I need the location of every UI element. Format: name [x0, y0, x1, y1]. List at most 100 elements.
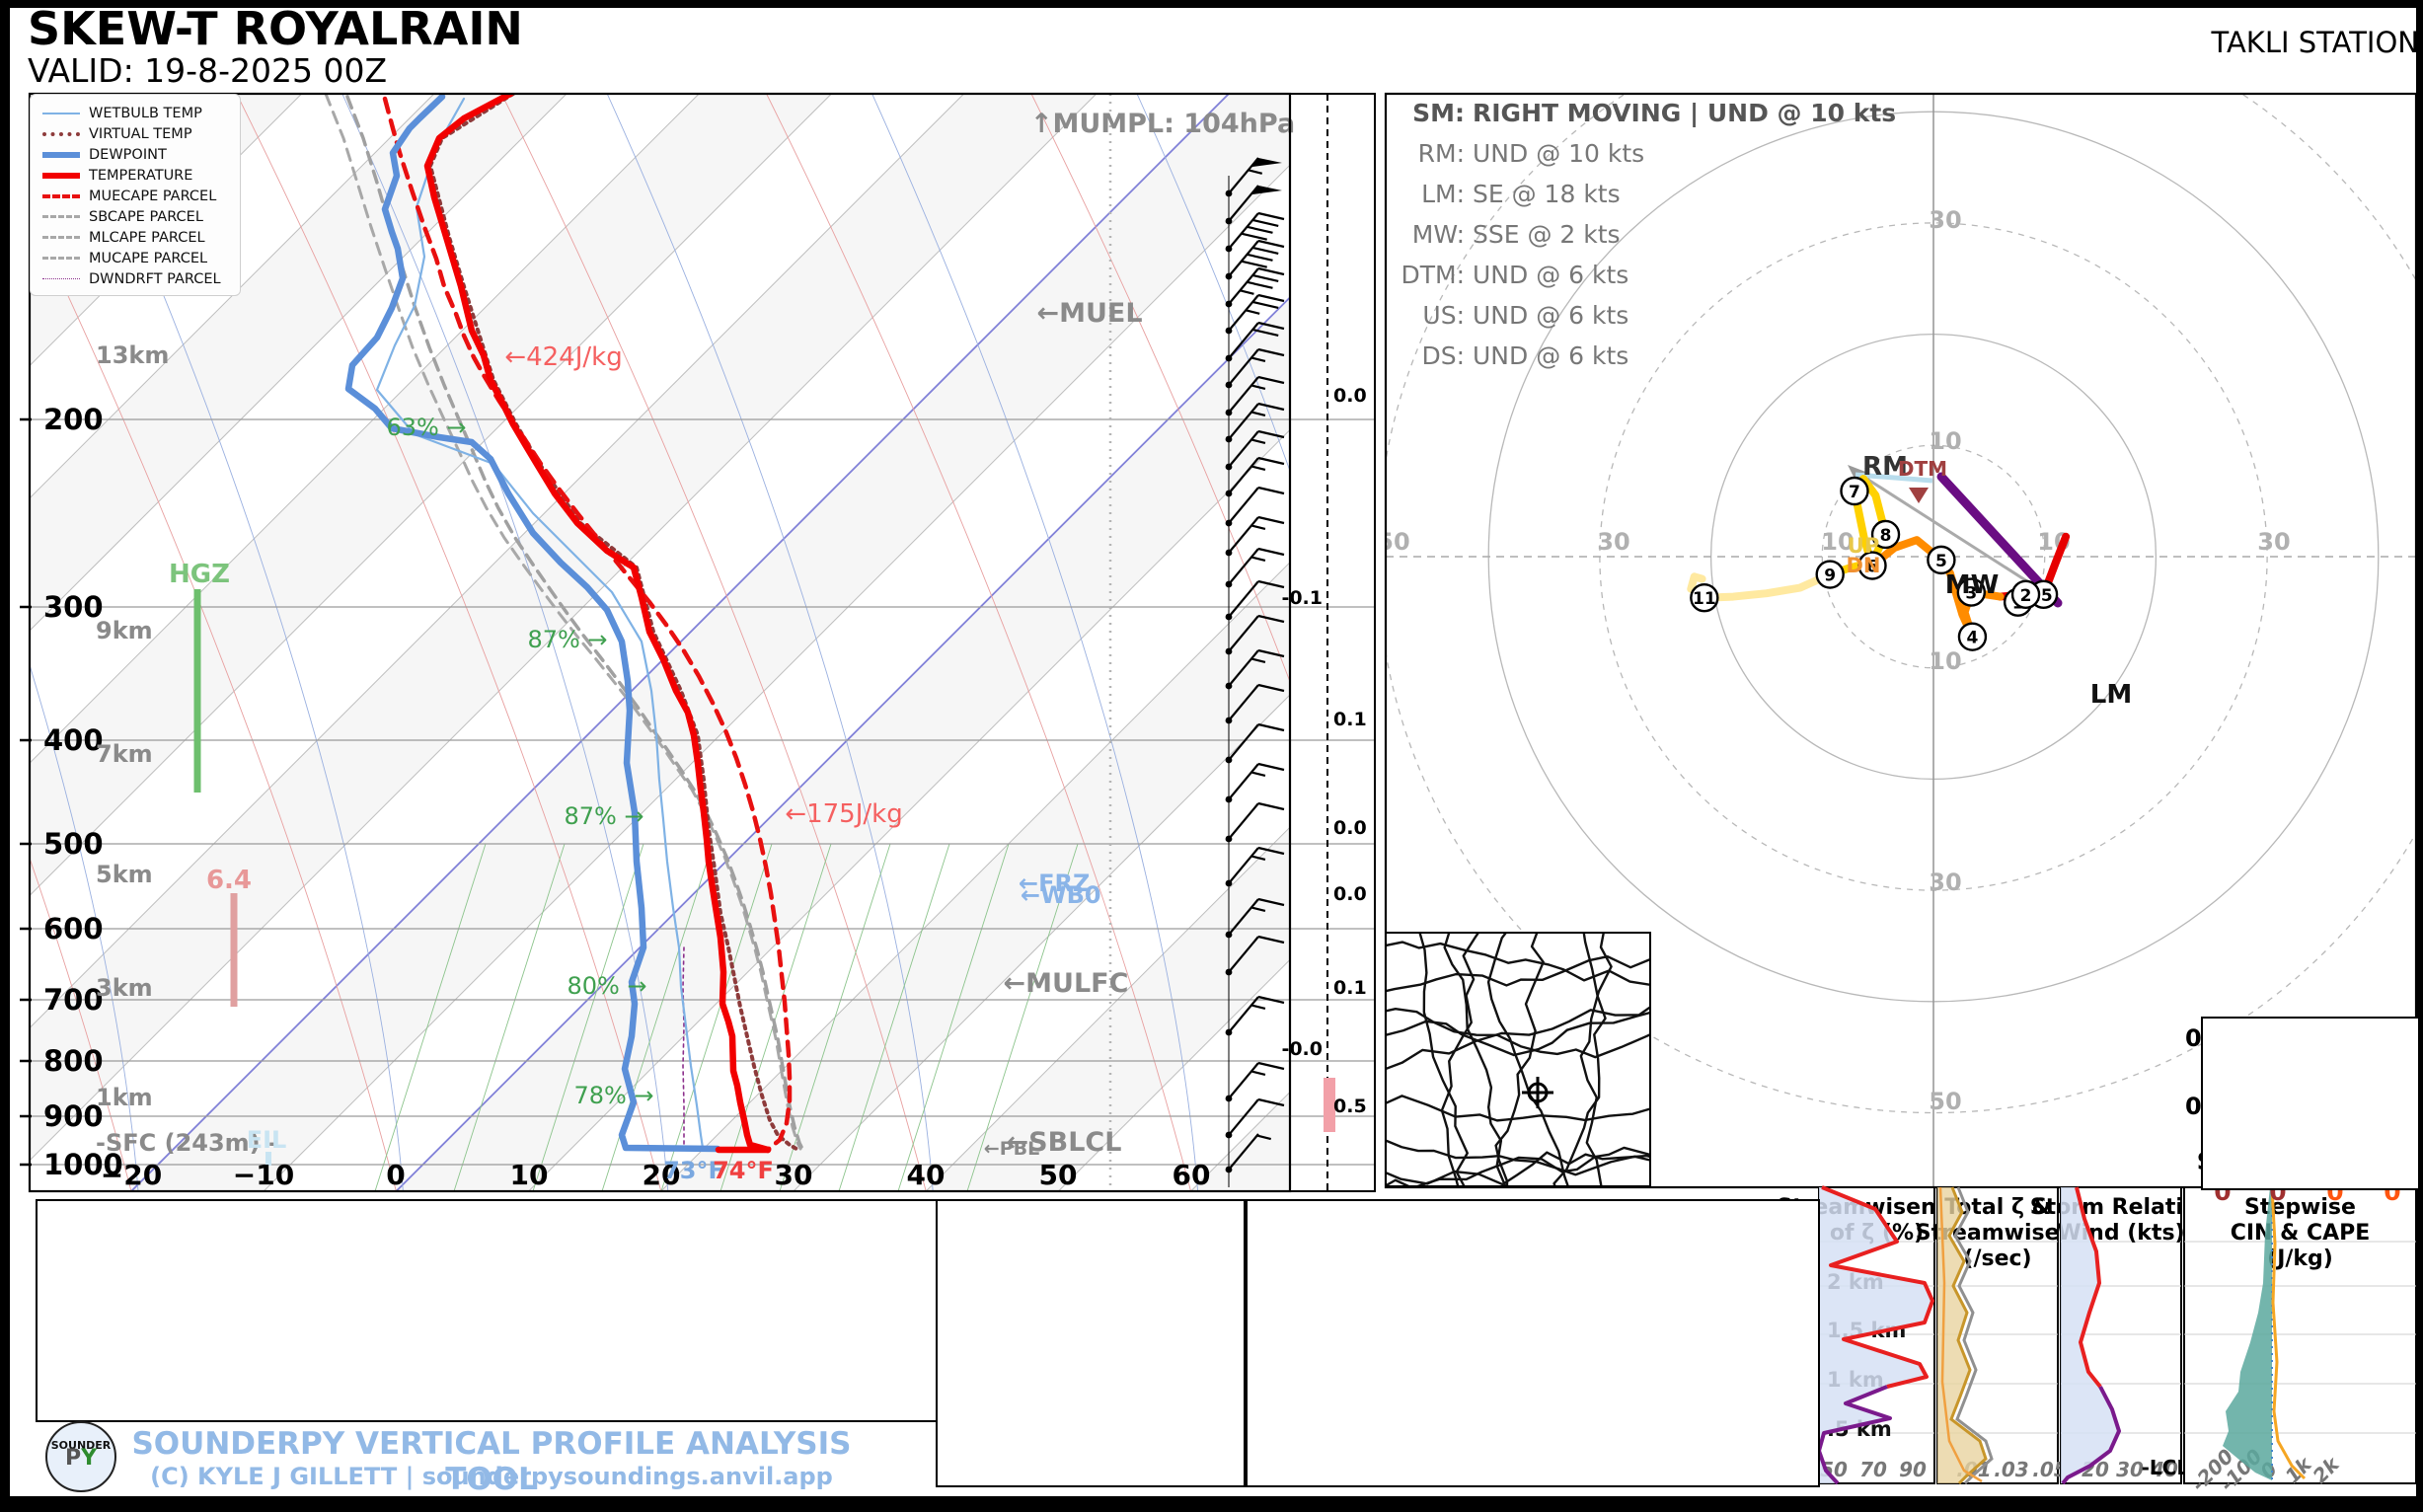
legend-line-sample	[42, 172, 80, 179]
height-marker-label: 3	[1965, 584, 1977, 604]
height-marker: 11	[1690, 582, 1719, 613]
wind-barb	[1225, 935, 1285, 976]
omega-value-label: 0.1	[1333, 709, 1367, 730]
mini-panel-tick: 30	[2116, 1458, 2144, 1481]
wind-barb-column	[1225, 157, 1285, 1187]
temp-tick-label: −10	[233, 1159, 294, 1191]
skewt-annotation: ←PBL	[984, 1138, 1039, 1160]
barb-full	[1247, 253, 1273, 262]
mini-panel-title: (J/kg)	[2267, 1247, 2333, 1271]
barb-full	[1257, 239, 1285, 249]
height-label: 1km	[96, 1084, 153, 1111]
legend-label: TEMPERATURE	[89, 167, 193, 184]
wind-barb	[1225, 321, 1285, 362]
mini-panel-title: (/sec)	[1963, 1247, 2031, 1271]
storm-motion-label: US:	[1422, 301, 1465, 330]
isotherm-line	[30, 94, 568, 632]
wind-barb	[1225, 211, 1285, 253]
skewt-annotation: HGZ	[169, 560, 230, 589]
skewt-annotation: ←MUEL	[1036, 298, 1142, 329]
hodograph-trace-segment	[1826, 475, 1890, 579]
mixing-ratio-line	[453, 843, 566, 1191]
wind-barb	[1225, 846, 1285, 887]
skewt-annotation: ←SBLCL	[1007, 1127, 1122, 1158]
barb-full	[1251, 246, 1279, 255]
isotherm-line	[793, 694, 1290, 1191]
isotherm-line	[528, 428, 1290, 1191]
barb-full	[1251, 300, 1279, 309]
temp-tick-label: 60	[1173, 1159, 1211, 1191]
hodograph-annotation: DN	[1846, 554, 1880, 577]
ring-label: 10	[1821, 528, 1854, 556]
height-label: 13km	[96, 341, 169, 369]
mini-panel-tick: 90	[1899, 1458, 1927, 1481]
wetbulb-curve	[375, 97, 705, 1150]
omega-frame	[1289, 93, 1376, 1192]
barb-full	[1257, 375, 1285, 385]
storm-motion-label: SM:	[1412, 99, 1465, 127]
barb-full	[1257, 347, 1285, 357]
omega-value-label: 0.1	[1333, 977, 1367, 999]
hodograph-annotation: LM	[2090, 680, 2132, 710]
footer-title: SOUNDERPY VERTICAL PROFILE ANALYSIS TOOL	[131, 1426, 852, 1497]
barb-full	[1257, 897, 1285, 907]
barb-staff	[1228, 649, 1259, 687]
height-label: 3km	[96, 974, 153, 1002]
height-marker-circle	[1870, 519, 1901, 550]
barb-half	[1250, 906, 1266, 913]
legend-line-sample	[42, 193, 80, 198]
barb-full	[1251, 273, 1279, 282]
temp-tick-label: 0	[386, 1159, 405, 1191]
skewt-annotation: 63% →	[386, 414, 466, 441]
omega-value-label: 0.0	[1333, 817, 1367, 839]
legend-item: DEWPOINT	[31, 144, 240, 165]
mini-panel-title: Storm Relative	[2030, 1195, 2212, 1220]
sm-reference-line	[1855, 472, 1933, 484]
wind-barb	[1225, 402, 1285, 443]
skewt-annotation: ←MULFC	[1004, 968, 1129, 999]
height-marker-label: 8	[1880, 526, 1892, 546]
storm-motion-value: UND @ 6 kts	[1473, 261, 1629, 289]
barb-half	[1250, 438, 1266, 445]
storm-motion-value: UND @ 6 kts	[1473, 301, 1629, 330]
barb-half	[1250, 465, 1266, 472]
barb-full	[1257, 762, 1285, 772]
legend-line-sample	[42, 112, 80, 114]
height-marker: 2	[2010, 579, 2041, 610]
map-border-line	[1386, 1095, 1650, 1122]
omega-value-label: 0.5	[1333, 1096, 1367, 1117]
valid-time: VALID: 19-8-2025 00Z	[28, 51, 388, 90]
mixing-ratio-line	[374, 843, 487, 1191]
barb-half	[1250, 384, 1266, 391]
legend-line-sample	[42, 151, 80, 158]
skewt-annotation: 6.4	[206, 866, 252, 895]
barb-staff	[1228, 267, 1259, 305]
storm-motion-value: SE @ 18 kts	[1473, 180, 1621, 208]
downdraft-parcel-curve	[682, 946, 685, 1150]
barb-half	[1245, 309, 1260, 315]
barb-staff	[1228, 898, 1259, 936]
legend-item: SBCAPE PARCEL	[31, 206, 240, 227]
wind-barb	[1225, 547, 1285, 588]
mini-panels: 5070902 km1.5 km1 km.5 kmStreamwisenesso…	[1777, 1185, 2417, 1496]
legend-line-sample	[42, 215, 80, 218]
height-marker-label: 9	[1824, 567, 1836, 586]
barb-full	[1257, 935, 1285, 945]
skewt-annotation: 87% →	[527, 626, 607, 653]
barb-full	[1257, 579, 1285, 589]
map-border-line	[1386, 941, 1650, 987]
sounderpy-logo: SOUNDER PY	[45, 1421, 116, 1492]
omega-bar	[1324, 1078, 1335, 1132]
height-marker: 9	[1815, 560, 1845, 589]
storm-motion-block: SM: RIGHT MOVING | UND @ 10 kts RM: UND @ 1…	[1380, 99, 1896, 382]
virtual-temp-curve	[428, 94, 798, 1151]
ring-label: 10	[1929, 427, 1961, 455]
map-border-line	[1386, 1011, 1650, 1057]
barb-staff	[1228, 516, 1259, 554]
srw-line-purple	[2061, 1386, 2122, 1485]
mixing-ratio-line	[779, 843, 891, 1191]
height-marker-circle	[1690, 582, 1719, 613]
height-marker: 5	[1927, 545, 1956, 575]
moist-adiabat	[606, 94, 934, 1191]
